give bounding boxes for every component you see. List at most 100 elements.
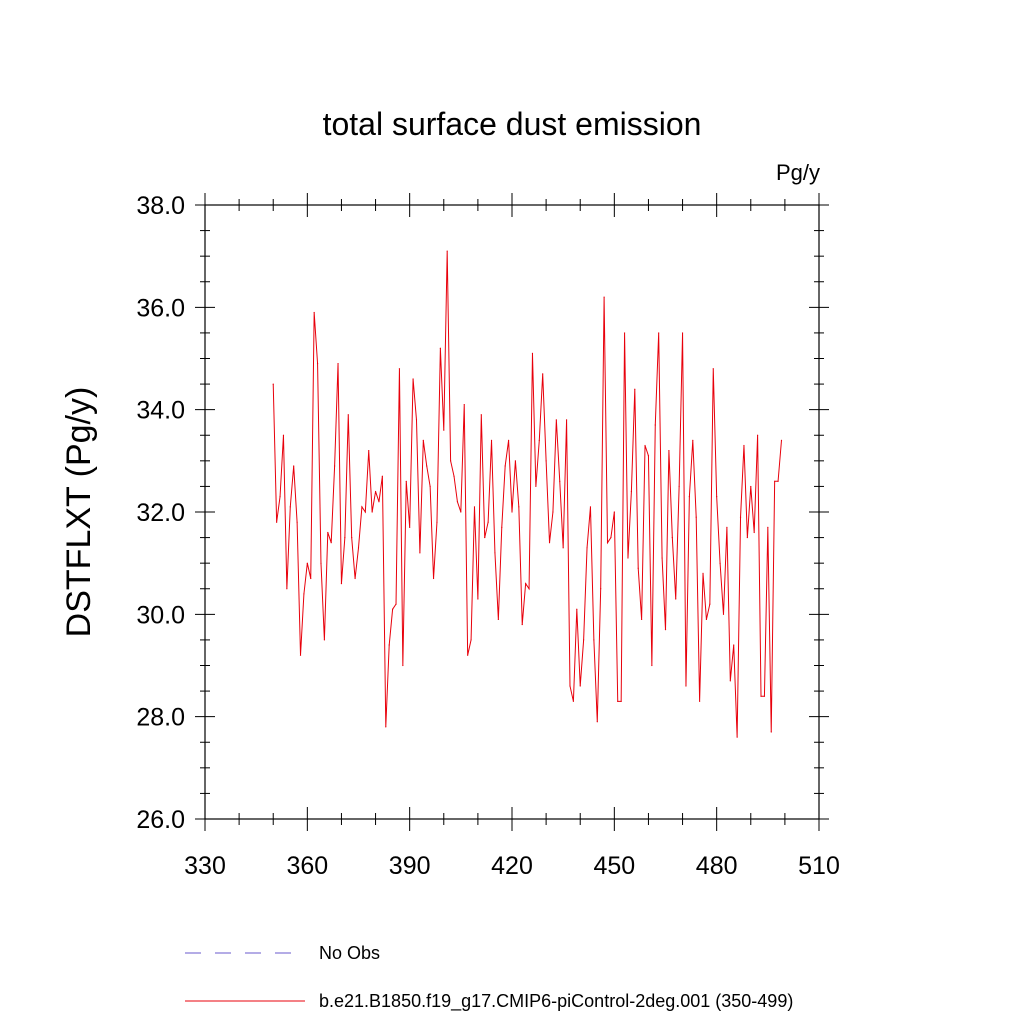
data-point	[757, 434, 759, 436]
data-point	[456, 501, 459, 503]
data-point	[286, 588, 288, 590]
data-point	[272, 383, 274, 385]
legend-label-model: b.e21.B1850.f19_g17.CMIP6-piControl-2deg…	[319, 991, 793, 1012]
x-tick-label: 390	[389, 852, 431, 880]
data-point	[378, 501, 380, 503]
y-axis-label: DSTFLXT (Pg/y)	[60, 387, 98, 638]
data-point	[671, 536, 673, 539]
data-point	[743, 444, 745, 447]
data-point	[767, 526, 769, 528]
data-point	[586, 547, 588, 549]
data-point	[617, 700, 619, 702]
data-point	[579, 685, 581, 687]
data-point	[436, 521, 438, 523]
data-point	[518, 506, 520, 508]
data-point	[699, 700, 701, 702]
data-point	[521, 623, 523, 626]
data-point	[470, 639, 472, 641]
data-point	[296, 521, 298, 523]
x-tick-label: 360	[286, 852, 328, 880]
data-point	[412, 378, 414, 380]
data-point	[733, 644, 735, 646]
data-point	[497, 618, 499, 621]
x-tick-label: 330	[184, 852, 226, 880]
data-point	[719, 562, 721, 564]
data-point	[589, 506, 592, 508]
y-tick-label: 36.0	[136, 294, 185, 322]
data-point	[327, 531, 329, 534]
data-point	[450, 460, 452, 462]
data-point	[620, 700, 622, 702]
data-point	[538, 439, 540, 441]
data-point	[490, 439, 493, 441]
data-point	[644, 444, 646, 447]
data-point	[559, 480, 561, 482]
y-tick-label: 32.0	[136, 499, 185, 527]
data-point	[361, 506, 363, 508]
data-point	[678, 485, 680, 488]
data-point	[535, 485, 537, 488]
data-point	[484, 536, 486, 539]
data-point	[729, 680, 731, 682]
data-point	[623, 332, 626, 334]
data-point	[443, 429, 445, 431]
data-point	[545, 460, 547, 462]
data-point	[613, 511, 615, 513]
data-points	[272, 250, 783, 738]
data-point	[709, 603, 711, 605]
data-point	[388, 644, 390, 646]
data-point	[514, 460, 517, 462]
data-point	[507, 439, 510, 441]
data-point	[347, 414, 349, 416]
data-point	[647, 455, 650, 457]
data-point	[477, 598, 479, 600]
data-point	[763, 695, 766, 697]
data-point	[511, 511, 513, 513]
data-point	[664, 629, 667, 631]
data-point	[398, 368, 401, 370]
data-point	[658, 332, 660, 334]
data-point	[330, 542, 332, 544]
data-point	[426, 465, 428, 467]
data-point	[419, 552, 421, 554]
units-label: Pg/y	[776, 160, 820, 185]
y-tick-label: 26.0	[136, 806, 185, 834]
data-point	[364, 511, 366, 513]
data-point	[576, 608, 578, 610]
data-point	[606, 542, 609, 544]
x-tick-label: 510	[798, 852, 840, 880]
data-point	[303, 593, 305, 595]
data-point	[603, 296, 605, 298]
data-point	[681, 332, 684, 334]
data-point	[422, 439, 424, 441]
data-point	[299, 654, 302, 656]
data-point	[504, 465, 506, 467]
data-point	[661, 557, 663, 559]
data-point	[446, 250, 448, 252]
data-point	[368, 450, 370, 452]
data-point	[695, 516, 697, 518]
chart-title: total surface dust emission	[323, 106, 702, 142]
data-point	[344, 536, 346, 539]
data-point	[354, 577, 356, 580]
data-point	[306, 562, 308, 564]
data-point	[467, 654, 469, 656]
data-point	[439, 347, 441, 349]
data-point	[770, 731, 772, 733]
data-point	[596, 721, 598, 723]
data-point	[374, 490, 377, 493]
data-point	[460, 511, 462, 513]
data-point	[316, 363, 319, 365]
data-point	[310, 577, 312, 580]
data-point	[494, 552, 496, 554]
data-point	[487, 521, 489, 523]
data-point	[637, 567, 639, 569]
data-point	[651, 664, 653, 667]
x-axis-tick-labels: 330 360 390 420 450 480 510	[184, 852, 840, 880]
data-point	[654, 424, 656, 426]
data-point	[453, 475, 455, 477]
data-point	[692, 439, 694, 441]
data-point	[340, 583, 343, 585]
data-point	[685, 685, 687, 687]
